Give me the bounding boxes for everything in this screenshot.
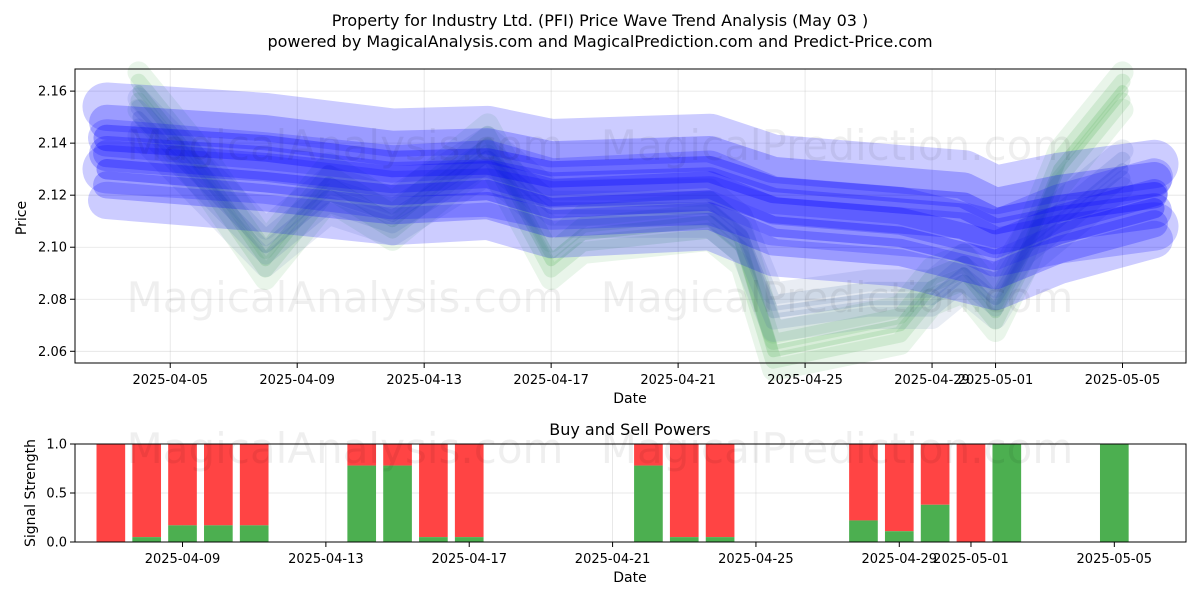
buy-bar xyxy=(705,537,735,542)
bottom-chart-title: Buy and Sell Powers xyxy=(549,420,711,439)
x-tick-label: 2025-04-29 xyxy=(894,373,970,388)
sell-bar xyxy=(849,444,878,521)
wave-band xyxy=(89,104,1172,224)
sell-bar xyxy=(96,444,126,542)
wave-band xyxy=(132,85,1129,358)
buy-bar xyxy=(204,525,233,542)
buy-bar xyxy=(347,465,377,542)
wave-band xyxy=(132,111,1129,319)
y-tick-label: 2.12 xyxy=(38,189,67,204)
buy-bar xyxy=(884,531,914,542)
x-tick-label: 2025-04-21 xyxy=(640,373,716,388)
y-tick-label: 2.06 xyxy=(38,345,67,360)
wave-band xyxy=(93,124,1168,235)
sell-bar xyxy=(920,444,950,505)
buy-bar xyxy=(383,465,412,542)
bottom-y-axis-label: Signal Strength xyxy=(23,439,39,547)
wave-band xyxy=(130,99,1131,311)
x-tick-label: 2025-05-05 xyxy=(1085,373,1161,388)
x-tick-label: 2025-04-25 xyxy=(767,373,843,388)
y-tick-label: 2.08 xyxy=(38,293,67,308)
wave-band xyxy=(93,171,1168,290)
sell-bar xyxy=(347,444,377,466)
x-tick-label: 2025-04-09 xyxy=(259,373,335,388)
watermark-text: MagicalPrediction.com xyxy=(601,273,1074,322)
buy-bar xyxy=(419,537,448,542)
x-tick-label: 2025-05-01 xyxy=(958,373,1034,388)
bottom-x-axis-label: Date xyxy=(613,570,646,586)
sell-bar xyxy=(239,444,269,526)
wave-band xyxy=(82,144,1179,277)
top-plot-frame xyxy=(74,68,1187,364)
sell-bar xyxy=(634,444,663,466)
x-tick-label: 2025-05-01 xyxy=(933,552,1009,567)
y-tick-label: 2.14 xyxy=(38,137,67,152)
y-tick-label: 2.16 xyxy=(38,85,67,100)
sell-bar xyxy=(956,444,986,542)
x-tick-label: 2025-04-13 xyxy=(386,373,462,388)
buy-bar xyxy=(849,520,878,542)
y-tick-label: 2.10 xyxy=(38,241,67,256)
watermark-text: MagicalPrediction.com xyxy=(601,121,1074,170)
wave-band xyxy=(130,92,1131,369)
y-tick-label: 0.0 xyxy=(46,536,67,551)
watermark-text: MagicalAnalysis.com xyxy=(127,424,564,473)
wave-band xyxy=(130,118,1131,330)
sell-bar xyxy=(454,444,484,538)
x-tick-label: 2025-05-05 xyxy=(1077,552,1153,567)
buy-bar xyxy=(132,537,162,542)
x-tick-label: 2025-04-21 xyxy=(575,552,651,567)
wave-band xyxy=(127,87,1134,305)
x-tick-label: 2025-04-17 xyxy=(513,373,589,388)
wave-band xyxy=(127,124,1134,342)
wave-band xyxy=(82,82,1179,215)
x-tick-label: 2025-04-17 xyxy=(431,552,507,567)
wave-band xyxy=(87,181,1174,311)
x-tick-label: 2025-04-29 xyxy=(862,552,938,567)
wave-band xyxy=(93,140,1168,259)
top-x-axis-label: Date xyxy=(613,391,646,407)
y-tick-label: 0.5 xyxy=(46,487,67,502)
chart-title: Property for Industry Ltd. (PFI) Price W… xyxy=(332,11,869,30)
sell-bar xyxy=(669,444,699,538)
sell-bar xyxy=(383,444,412,466)
sell-bar xyxy=(419,444,448,538)
wave-band xyxy=(96,158,1165,271)
x-tick-label: 2025-04-13 xyxy=(288,552,364,567)
wave-band xyxy=(87,119,1174,248)
buy-bar xyxy=(992,444,1022,542)
buy-bar xyxy=(669,537,699,542)
buy-bar xyxy=(239,525,269,542)
watermark-text: MagicalAnalysis.com xyxy=(127,121,564,170)
y-tick-label: 1.0 xyxy=(46,438,67,453)
top-y-axis-label: Price xyxy=(14,201,30,235)
buy-bar xyxy=(920,504,950,542)
sell-bar xyxy=(132,444,162,538)
top-plot-area xyxy=(75,69,1186,363)
sell-bar xyxy=(884,444,914,532)
buy-bar xyxy=(634,465,663,542)
chart-subtitle: powered by MagicalAnalysis.com and Magic… xyxy=(267,32,932,51)
x-tick-label: 2025-04-09 xyxy=(145,552,221,567)
buy-bar xyxy=(1099,444,1129,542)
wave-band xyxy=(127,98,1134,381)
sell-bar xyxy=(204,444,233,526)
watermark-text: MagicalAnalysis.com xyxy=(127,273,564,322)
buy-bar xyxy=(168,525,197,542)
wave-band xyxy=(89,136,1172,255)
x-tick-label: 2025-04-25 xyxy=(718,552,794,567)
buy-bar xyxy=(454,537,484,542)
x-tick-label: 2025-04-05 xyxy=(132,373,208,388)
wave-band xyxy=(130,73,1131,350)
wave-band xyxy=(127,61,1134,344)
sell-bar xyxy=(705,444,735,538)
watermark-text: MagicalPrediction.com xyxy=(601,424,1074,473)
sell-bar xyxy=(168,444,197,526)
